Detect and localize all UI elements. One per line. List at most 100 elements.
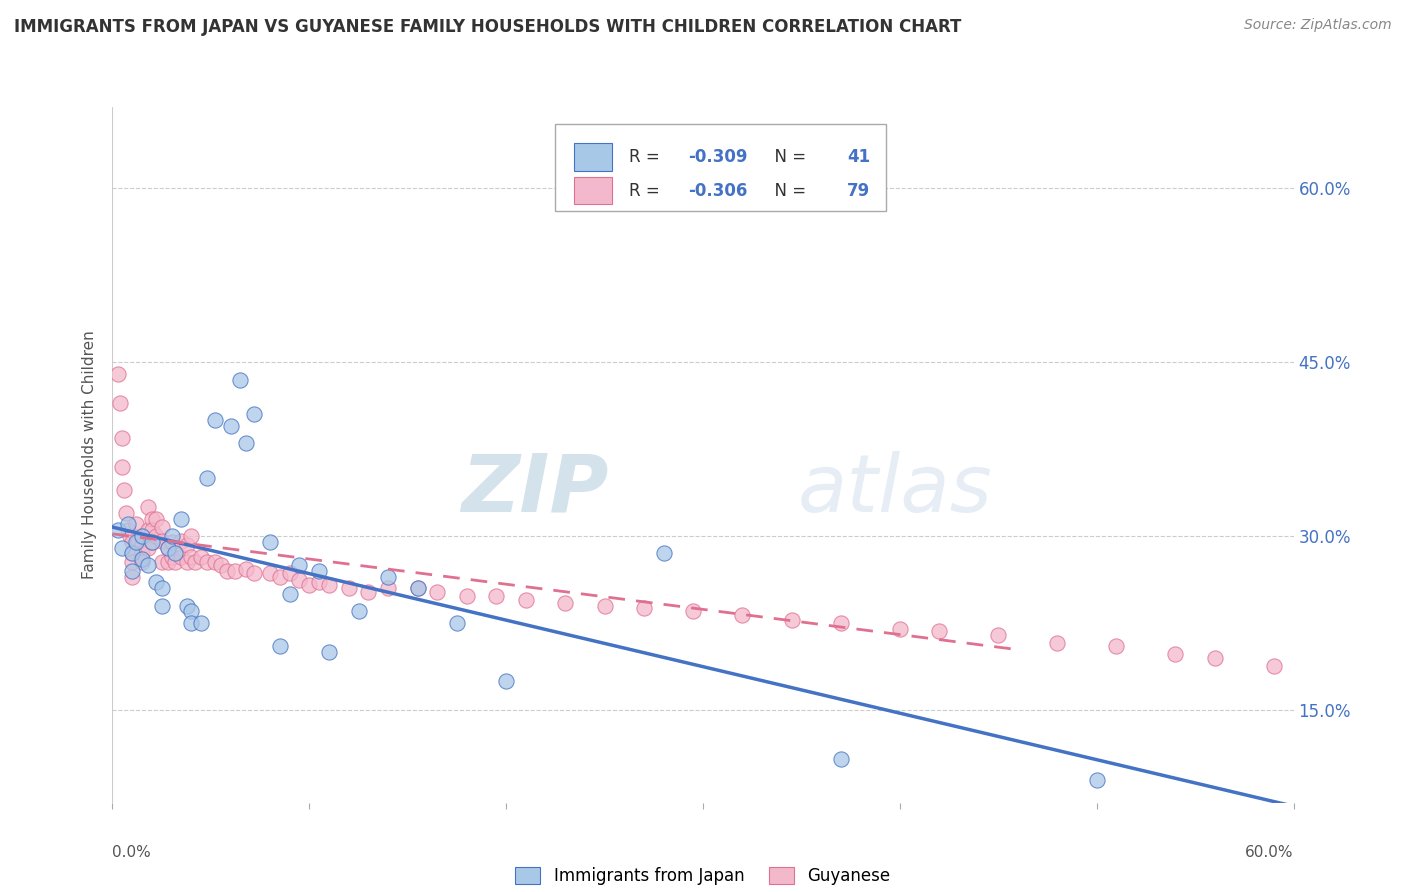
Text: -0.306: -0.306 (688, 182, 747, 200)
Point (125, 517, 148, 532)
Point (121, 570, 143, 584)
Point (107, 367, 129, 381)
Point (209, 558, 232, 573)
Point (347, 605, 370, 619)
Text: ZIP: ZIP (461, 450, 609, 529)
Point (1204, 651, 1226, 665)
Point (180, 529, 202, 543)
Point (121, 546, 143, 561)
Point (495, 674, 517, 689)
Text: 60.0%: 60.0% (1246, 845, 1294, 860)
Text: 41: 41 (846, 148, 870, 166)
Point (259, 535, 281, 549)
Point (165, 546, 187, 561)
Point (224, 564, 246, 578)
Point (121, 546, 143, 561)
Point (141, 535, 163, 549)
Point (426, 584, 449, 599)
Point (176, 599, 198, 613)
Point (160, 535, 183, 549)
Point (184, 555, 207, 569)
Point (170, 549, 193, 564)
Point (243, 566, 266, 581)
Point (176, 538, 198, 552)
Text: 0.0%: 0.0% (112, 845, 152, 860)
Point (176, 555, 198, 569)
FancyBboxPatch shape (574, 177, 612, 204)
Point (204, 413, 226, 427)
Point (156, 555, 179, 569)
Text: Source: ZipAtlas.com: Source: ZipAtlas.com (1244, 18, 1392, 32)
Text: R =: R = (628, 148, 665, 166)
Point (269, 639, 291, 653)
Point (121, 555, 143, 569)
Point (456, 590, 478, 604)
Point (145, 575, 167, 590)
Point (156, 541, 179, 555)
Point (131, 529, 153, 543)
Point (145, 511, 167, 525)
Text: N =: N = (765, 148, 811, 166)
Point (190, 549, 212, 564)
Point (170, 533, 193, 548)
Point (682, 605, 704, 619)
FancyBboxPatch shape (574, 144, 612, 171)
Point (180, 615, 202, 630)
Point (406, 582, 429, 596)
Point (554, 596, 576, 610)
Text: atlas: atlas (797, 450, 993, 529)
Point (377, 570, 399, 584)
Point (1085, 772, 1108, 787)
Point (337, 582, 360, 596)
Point (141, 535, 163, 549)
Text: R =: R = (628, 182, 665, 200)
Point (131, 538, 153, 552)
Point (229, 373, 252, 387)
Point (131, 529, 153, 543)
Point (830, 615, 852, 630)
Point (308, 564, 330, 578)
Point (160, 529, 183, 543)
Point (485, 590, 508, 604)
Point (111, 431, 134, 445)
Point (112, 483, 135, 497)
Point (111, 459, 134, 474)
Point (731, 607, 754, 622)
Point (111, 541, 134, 555)
Point (318, 578, 340, 592)
Point (180, 549, 202, 564)
Point (120, 529, 142, 543)
Point (141, 511, 163, 525)
Text: -0.309: -0.309 (688, 148, 747, 166)
Point (1046, 636, 1069, 650)
Point (259, 566, 281, 581)
Point (515, 592, 537, 607)
Point (150, 520, 173, 534)
Point (446, 615, 468, 630)
Point (117, 523, 139, 537)
Point (127, 535, 149, 549)
Point (1105, 639, 1128, 653)
Point (377, 582, 399, 596)
Point (195, 471, 218, 485)
Point (987, 628, 1010, 642)
Point (160, 549, 183, 564)
Point (318, 645, 340, 659)
Point (145, 529, 167, 543)
Point (121, 564, 143, 578)
Legend: Immigrants from Japan, Guyanese: Immigrants from Japan, Guyanese (509, 860, 897, 891)
Point (633, 601, 655, 615)
Point (136, 500, 159, 514)
Point (652, 546, 675, 561)
Point (125, 535, 148, 549)
Point (308, 575, 330, 590)
Point (243, 407, 266, 422)
Point (121, 535, 143, 549)
Y-axis label: Family Households with Children: Family Households with Children (82, 331, 97, 579)
Point (298, 578, 321, 592)
Point (278, 587, 301, 601)
Point (190, 615, 212, 630)
Point (780, 613, 803, 627)
Point (150, 582, 173, 596)
Point (150, 533, 173, 548)
